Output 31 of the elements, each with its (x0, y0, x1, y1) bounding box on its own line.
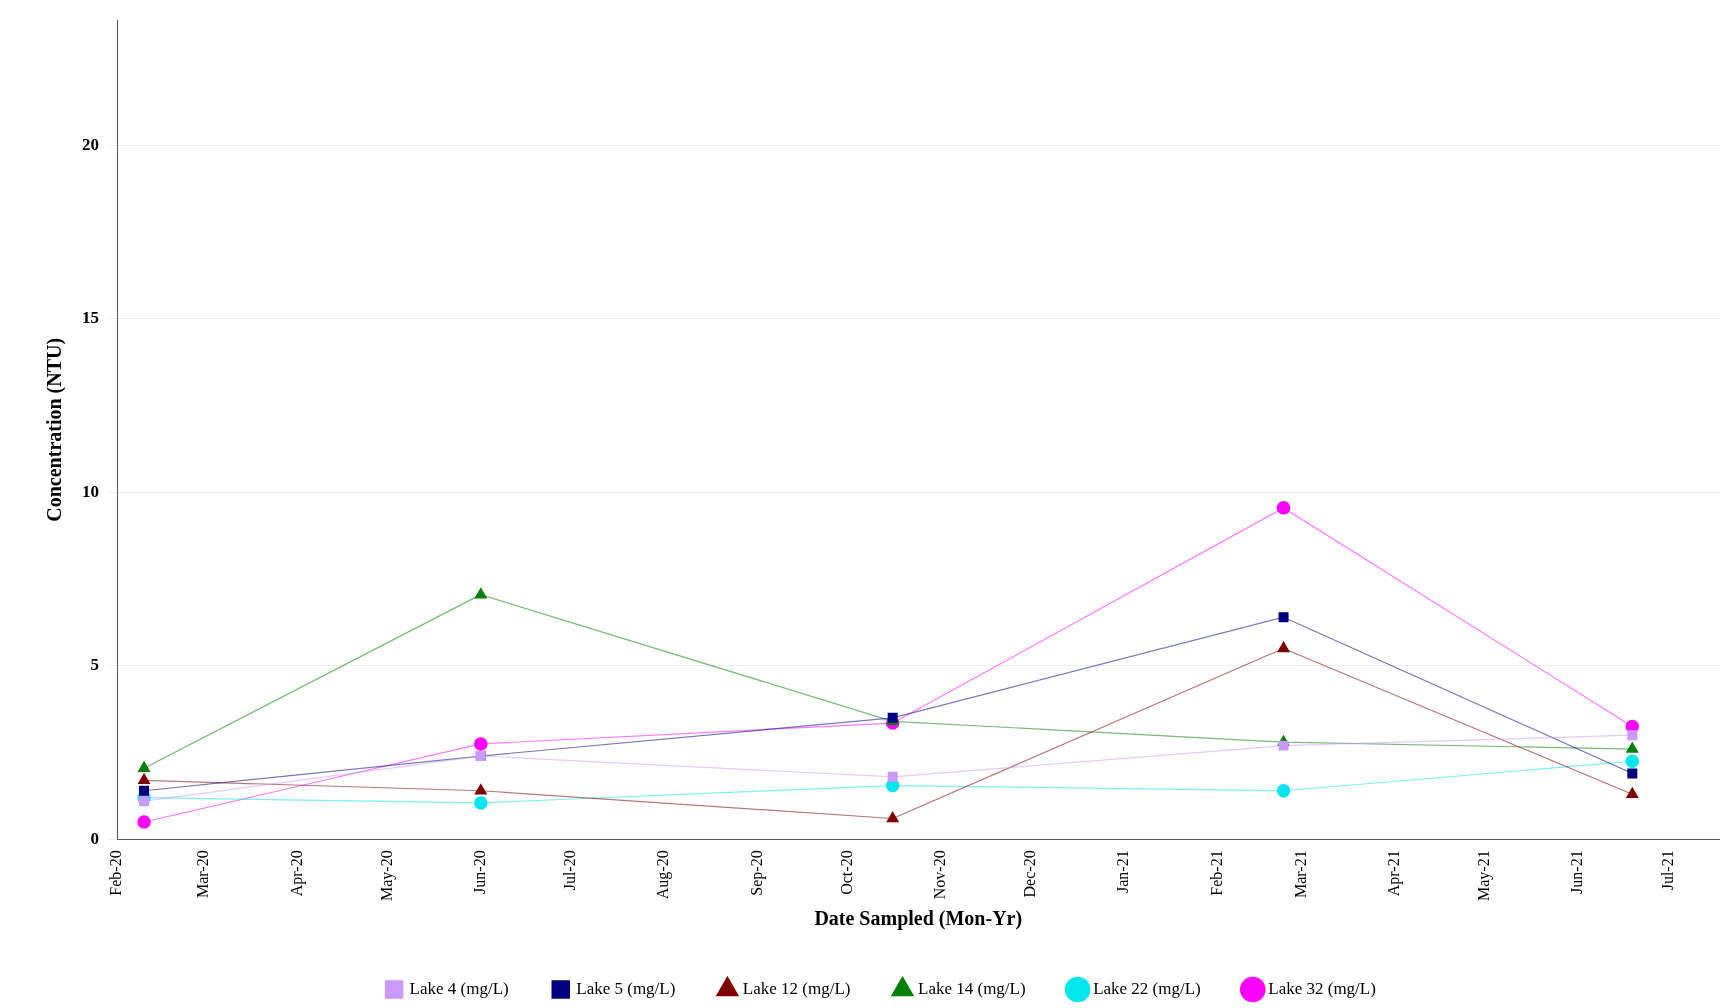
x-tick-label: Mar-21 (1291, 850, 1309, 899)
y-tick-label: 0 (90, 828, 99, 848)
x-tick-label: Jun-20 (471, 850, 488, 894)
x-tick-label: Oct-20 (837, 850, 855, 895)
x-tick-label: Feb-20 (107, 850, 125, 896)
y-tick-label: 20 (82, 134, 99, 154)
x-tick-label: Dec-20 (1021, 850, 1039, 898)
legend-label: Lake 4 (mg/L) (409, 978, 509, 998)
x-tick-label: Apr-20 (287, 850, 306, 897)
legend-label: Lake 22 (mg/L) (1093, 978, 1201, 998)
x-axis-title: Date Sampled (Mon-Yr) (814, 907, 1023, 931)
legend-label: Lake 14 (mg/L) (918, 978, 1026, 998)
x-tick-label: Sep-20 (747, 850, 766, 896)
legend-label: Lake 12 (mg/L) (742, 978, 851, 998)
x-tick-label: Feb-21 (1207, 850, 1225, 896)
x-tick-label: Jun-21 (1568, 850, 1586, 894)
y-tick-label: 5 (90, 655, 99, 675)
x-tick-label: Jul-21 (1658, 850, 1676, 891)
x-tick-label: Mar-20 (194, 850, 212, 899)
x-tick-label: Apr-21 (1384, 850, 1403, 897)
x-tick-label: Nov-20 (931, 850, 948, 900)
legend-label: Lake 5 (mg/L) (576, 978, 676, 998)
legend-label: Lake 32 (mg/L) (1268, 978, 1376, 998)
x-tick-label: Aug-20 (654, 850, 673, 900)
y-axis-title: Concentration (NTU) (43, 337, 67, 522)
x-tick-label: May-21 (1475, 850, 1494, 901)
x-tick-label: Jul-20 (561, 850, 579, 891)
x-tick-label: Jan-21 (1114, 850, 1132, 893)
x-tick-label: May-20 (377, 850, 396, 901)
y-tick-label: 15 (82, 308, 99, 328)
y-tick-label: 10 (82, 481, 99, 501)
